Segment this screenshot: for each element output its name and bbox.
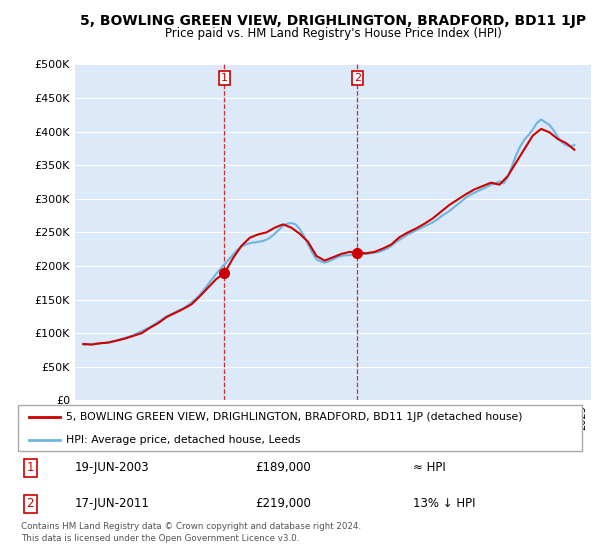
Text: HPI: Average price, detached house, Leeds: HPI: Average price, detached house, Leed…: [66, 435, 301, 445]
Text: 17-JUN-2011: 17-JUN-2011: [74, 497, 149, 510]
Text: 1: 1: [221, 73, 228, 83]
Text: 5, BOWLING GREEN VIEW, DRIGHLINGTON, BRADFORD, BD11 1JP: 5, BOWLING GREEN VIEW, DRIGHLINGTON, BRA…: [80, 14, 586, 28]
Text: £219,000: £219,000: [255, 497, 311, 510]
Text: 5, BOWLING GREEN VIEW, DRIGHLINGTON, BRADFORD, BD11 1JP (detached house): 5, BOWLING GREEN VIEW, DRIGHLINGTON, BRA…: [66, 412, 523, 422]
Text: Price paid vs. HM Land Registry's House Price Index (HPI): Price paid vs. HM Land Registry's House …: [164, 27, 502, 40]
Text: 19-JUN-2003: 19-JUN-2003: [74, 461, 149, 474]
Text: ≈ HPI: ≈ HPI: [413, 461, 446, 474]
FancyBboxPatch shape: [18, 405, 582, 451]
Text: 1: 1: [26, 461, 34, 474]
Text: £189,000: £189,000: [255, 461, 311, 474]
Text: Contains HM Land Registry data © Crown copyright and database right 2024.
This d: Contains HM Land Registry data © Crown c…: [21, 522, 361, 543]
Text: 2: 2: [354, 73, 361, 83]
Text: 13% ↓ HPI: 13% ↓ HPI: [413, 497, 475, 510]
Text: 2: 2: [26, 497, 34, 510]
